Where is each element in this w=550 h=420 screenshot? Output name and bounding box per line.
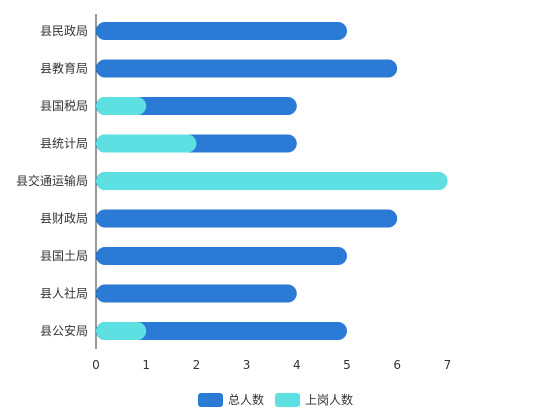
- category-label: 县民政局: [40, 24, 88, 38]
- category-label: 县教育局: [40, 61, 88, 76]
- x-tick-label: 4: [293, 358, 301, 372]
- bar-onduty: [96, 134, 197, 153]
- category-label: 县统计局: [40, 137, 88, 151]
- x-tick-label: 2: [193, 358, 201, 372]
- category-label: 县交通运输局: [16, 173, 88, 188]
- bar-onduty: [96, 172, 448, 190]
- x-tick-label: 6: [393, 358, 401, 372]
- bar-total: [96, 97, 297, 115]
- category-label: 县人社局: [40, 286, 88, 301]
- bar-total: [96, 22, 347, 40]
- legend-swatch[interactable]: [198, 393, 223, 407]
- x-tick-label: 0: [92, 358, 100, 372]
- x-tick-label: 1: [142, 358, 150, 372]
- legend-label[interactable]: 上岗人数: [305, 392, 353, 407]
- bar-onduty: [96, 322, 147, 340]
- legend-label[interactable]: 总人数: [228, 392, 264, 407]
- category-label: 县公安局: [40, 323, 88, 338]
- legend-swatch[interactable]: [275, 393, 300, 407]
- x-tick-label: 7: [444, 358, 452, 372]
- category-label: 县国土局: [40, 249, 88, 263]
- bar-total: [96, 322, 347, 340]
- x-tick-label: 5: [343, 358, 351, 372]
- x-tick-label: 3: [243, 358, 251, 372]
- bar-total: [96, 247, 347, 265]
- bar-total: [96, 284, 297, 303]
- category-label: 县财政局: [40, 212, 88, 226]
- bar-total: [96, 59, 398, 78]
- bar-total: [96, 209, 398, 228]
- category-label: 县国税局: [40, 99, 88, 113]
- bar-onduty: [96, 97, 147, 115]
